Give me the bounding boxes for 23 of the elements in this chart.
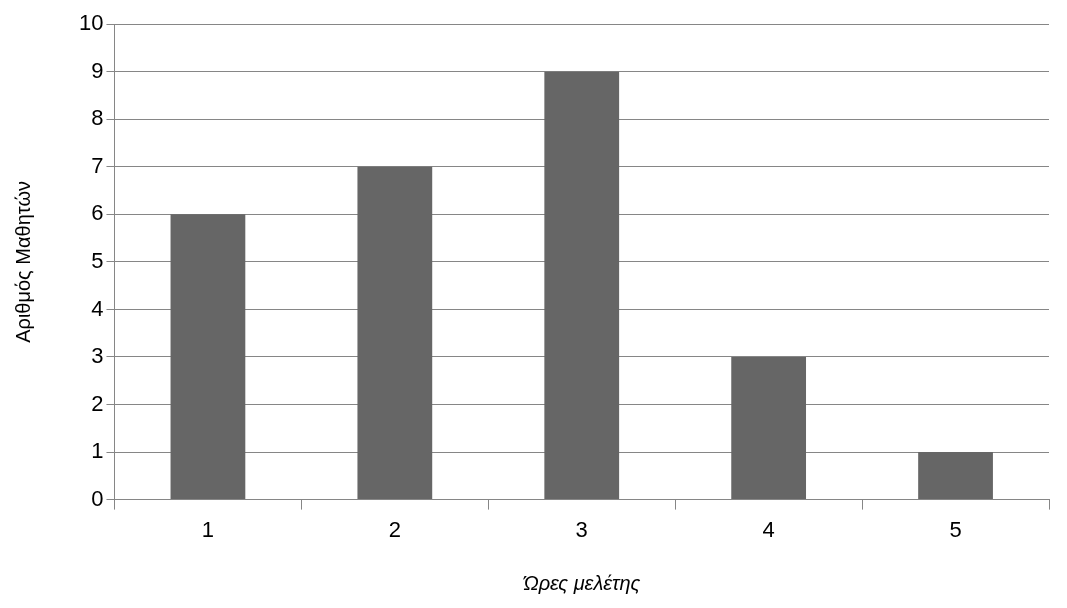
x-tick-label: 3 [575, 516, 588, 542]
x-tick-label: 1 [201, 516, 215, 542]
x-tick-label: 2 [388, 516, 401, 542]
bar [170, 214, 246, 500]
y-tick-label: 1 [91, 438, 104, 464]
y-tick-label: 8 [91, 105, 104, 131]
y-axis-title: Αριθμός Μαθητών [11, 180, 34, 343]
y-tick-label: 7 [91, 152, 104, 178]
bar [357, 166, 433, 500]
bar [918, 452, 993, 500]
x-axis-title: Ώρες μελέτης [522, 571, 641, 594]
y-tick-label: 0 [91, 485, 104, 511]
y-tick-label: 6 [91, 200, 104, 226]
y-tick-label: 5 [91, 247, 104, 273]
bar [731, 356, 807, 500]
x-tick-label: 5 [949, 516, 962, 542]
y-tick-label: 10 [78, 10, 104, 36]
y-tick-label: 4 [91, 295, 104, 321]
y-tick-label: 3 [91, 343, 104, 369]
x-tick-label: 4 [762, 516, 775, 542]
y-tick-label: 9 [91, 57, 104, 83]
bar [544, 71, 620, 500]
y-tick-label: 2 [91, 390, 104, 416]
